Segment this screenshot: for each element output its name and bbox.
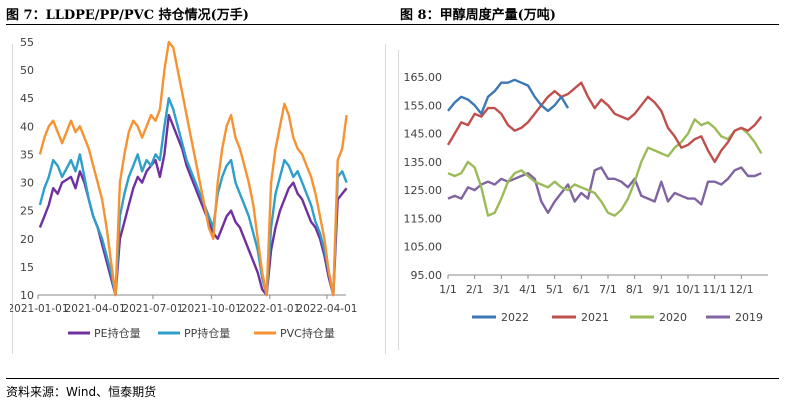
x-tick-label: 7/1 (599, 283, 617, 296)
legend-label: PVC持仓量 (280, 326, 335, 340)
y-tick-label: 40 (20, 120, 34, 133)
x-tick-label: 8/1 (626, 283, 644, 296)
right-chart-title: 图 8：甲醇周度产量(万吨) (400, 8, 556, 23)
left-chart-border (12, 44, 13, 354)
y-tick-label: 165.00 (404, 71, 443, 84)
y-tick-label: 20 (20, 233, 34, 246)
x-tick-label: 3/1 (492, 283, 510, 296)
header-rule (6, 24, 779, 25)
x-tick-label: 2021-10-01 (181, 303, 242, 315)
y-tick-label: 95.00 (411, 269, 443, 282)
series-line-pvc (38, 40, 348, 297)
series-line-2020 (447, 118, 763, 217)
y-tick-label: 115.00 (404, 212, 443, 225)
legend-label: 2021 (581, 311, 609, 324)
legend-label: 2020 (659, 311, 687, 324)
left-chart-border-right (385, 44, 386, 354)
legend-label: PP持仓量 (184, 326, 230, 340)
x-tick-label: 12/1 (729, 283, 754, 296)
x-tick-label: 1/1 (439, 283, 457, 296)
y-tick-label: 105.00 (404, 241, 443, 254)
x-tick-label: 2021-04-01 (65, 303, 126, 315)
x-tick-label: 2022-01-01 (239, 303, 300, 315)
left-chart-title: 图 7：LLDPE/PP/PVC 持仓情况(万手) (6, 8, 249, 23)
x-tick-label: 2/1 (466, 283, 484, 296)
legend-label: PE持仓量 (94, 326, 141, 340)
x-tick-label: 2022-04-01 (296, 303, 357, 315)
legend-label: 2022 (501, 311, 529, 324)
y-tick-label: 45 (20, 92, 34, 105)
y-tick-label: 35 (20, 148, 34, 161)
x-tick-label: 2021-07-01 (122, 303, 183, 315)
y-tick-label: 10 (20, 289, 34, 302)
x-tick-label: 11/1 (702, 283, 727, 296)
y-tick-label: 25 (20, 205, 34, 218)
footer-rule (6, 378, 779, 379)
series-line-2021 (446, 81, 763, 164)
y-tick-label: 125.00 (404, 184, 443, 197)
series-line-2022 (447, 78, 570, 116)
x-tick-label: 9/1 (652, 283, 670, 296)
y-tick-label: 15 (20, 261, 34, 274)
y-tick-label: 30 (20, 177, 34, 190)
series-line-pp (38, 97, 348, 297)
pe-pp-pvc-position-chart: 10 15 20 25 30 35 40 45 50 55 2021-01-012021-04-01… (10, 38, 357, 340)
legend-label: 2019 (735, 311, 763, 324)
x-tick-label: 6/1 (572, 283, 590, 296)
x-tick-label: 2021-01-01 (10, 303, 69, 315)
x-tick-label: 10/1 (676, 283, 701, 296)
y-tick-label: 50 (20, 64, 34, 77)
right-chart-border (398, 50, 399, 350)
x-tick-label: 4/1 (519, 283, 537, 296)
y-tick-label: 145.00 (404, 128, 443, 141)
series-line-2019 (447, 166, 762, 215)
y-tick-label: 135.00 (404, 156, 443, 169)
methanol-weekly-output-chart: 95.00 105.00 115.00 125.00 135.00 145.00 155.0… (404, 71, 768, 324)
y-tick-label: 155.00 (404, 99, 443, 112)
y-tick-label: 55 (20, 38, 34, 49)
x-tick-label: 5/1 (546, 283, 564, 296)
source-note: 资料来源：Wind、恒泰期货 (6, 385, 157, 399)
